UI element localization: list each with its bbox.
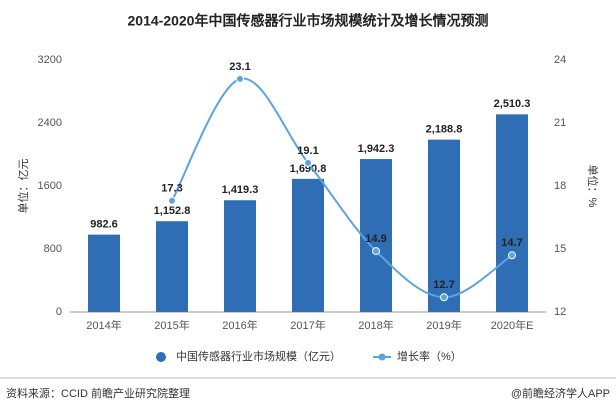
y-tick-label: 0 [56, 306, 62, 318]
x-tick-label: 2017年 [290, 318, 325, 332]
brand: @前瞻经济学人APP [511, 386, 610, 400]
line-marker [372, 247, 380, 256]
legend-swatch [156, 352, 166, 362]
bar-value-label: 2,510.3 [494, 98, 531, 110]
bar [360, 159, 392, 312]
bar-value-label: 982.6 [90, 219, 118, 231]
y2-tick-label: 21 [554, 117, 566, 129]
bar-value-label: 2,188.8 [426, 124, 463, 136]
y2-tick-label: 24 [554, 54, 566, 66]
line-value-label: 14.7 [501, 237, 522, 249]
line-value-label: 19.1 [297, 145, 318, 157]
legend-swatch [378, 353, 386, 361]
bar-value-label: 1,419.3 [222, 184, 259, 196]
source: 资料来源：CCID 前瞻产业研究院整理 [6, 386, 190, 400]
bar [224, 200, 256, 312]
y-tick-label: 2400 [38, 117, 62, 129]
y2-tick-label: 15 [554, 243, 566, 255]
line-value-label: 12.7 [433, 279, 454, 291]
x-tick-label: 2019年 [426, 318, 461, 332]
line-marker [236, 74, 244, 83]
x-tick-label: 2016年 [222, 318, 257, 332]
bar [428, 139, 460, 312]
line-marker [440, 293, 448, 302]
line-marker [168, 196, 176, 205]
line-marker [508, 251, 516, 260]
x-tick-label: 2015年 [154, 318, 189, 332]
y2-axis-label: 单位：% [586, 165, 600, 208]
chart-title: 2014-2020年中国传感器行业市场规模统计及增长情况预测 [128, 13, 489, 29]
bar-value-label: 1,690.8 [290, 163, 327, 175]
y2-tick-label: 18 [554, 180, 566, 192]
bar [496, 114, 528, 312]
legend-label: 增长率（%） [397, 349, 462, 363]
line-value-label: 23.1 [229, 61, 250, 73]
y2-tick-label: 12 [554, 306, 566, 318]
y-tick-label: 800 [44, 243, 62, 255]
bar [292, 178, 324, 312]
y-tick-label: 1600 [38, 180, 62, 192]
x-tick-label: 2018年 [358, 318, 393, 332]
line-value-label: 17.3 [161, 183, 182, 195]
line-marker [304, 158, 312, 167]
bar [88, 234, 120, 312]
legend-label: 中国传感器行业市场规模（亿元） [176, 349, 341, 363]
bar-value-label: 1,942.3 [358, 143, 395, 155]
line-value-label: 14.9 [365, 233, 386, 245]
y-axis-label: 单位：亿元 [16, 159, 30, 214]
bar [156, 221, 188, 312]
y-tick-label: 3200 [38, 54, 62, 66]
bar-value-label: 1,152.8 [154, 205, 191, 217]
x-tick-label: 2020年E [491, 318, 534, 332]
x-tick-label: 2014年 [86, 318, 121, 332]
